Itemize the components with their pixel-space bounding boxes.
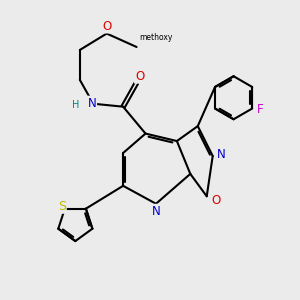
Text: H: H [72,100,79,110]
Text: N: N [217,148,225,161]
Text: N: N [152,205,160,218]
Text: O: O [103,20,112,33]
Text: methoxy: methoxy [140,33,173,42]
Text: F: F [257,103,264,116]
Text: S: S [58,200,66,213]
Text: N: N [87,97,96,110]
Text: O: O [135,70,144,83]
Text: O: O [211,194,220,207]
